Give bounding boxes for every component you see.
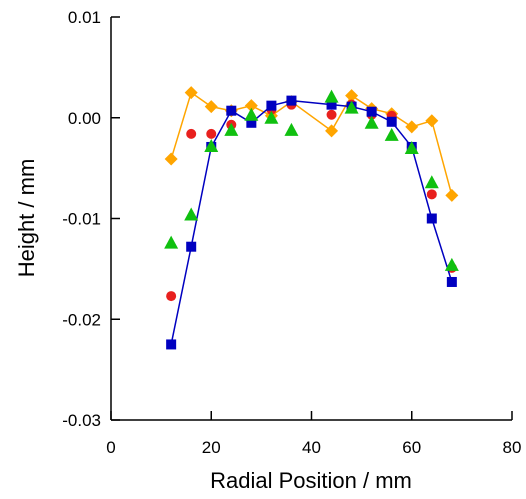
square-point (426, 213, 437, 224)
diamond-point (405, 120, 419, 134)
square-point (366, 106, 377, 117)
circle-point (166, 291, 177, 302)
axes (110, 17, 512, 421)
y-tick-label: -0.02 (62, 310, 101, 329)
square-point (266, 100, 277, 111)
y-tick-label: -0.01 (62, 210, 101, 229)
diamond-point (325, 124, 339, 138)
square-point (386, 116, 397, 127)
square-point (246, 117, 257, 128)
series-triangle (164, 89, 459, 271)
y-tick-label: -0.03 (62, 411, 101, 430)
circle-point (326, 109, 337, 120)
x-axis-title: Radial Position / mm (210, 468, 412, 493)
triangle-point (264, 110, 279, 124)
triangle-point (424, 175, 439, 189)
diamond-point (164, 152, 178, 166)
diamond-point (204, 100, 218, 114)
y-tick-label: 0.00 (68, 109, 101, 128)
triangle-point (284, 122, 299, 136)
triangle-point (344, 100, 359, 114)
triangle-point (164, 235, 179, 249)
diamond-point (184, 86, 198, 100)
x-tick-label: 0 (106, 438, 115, 457)
ticks: 0 20 40 60 80 -0.03 -0.02 -0.01 0.00 0.01 (62, 8, 521, 457)
x-tick-label: 60 (402, 438, 421, 457)
y-axis-title: Height / mm (14, 159, 39, 278)
triangle-point (364, 115, 379, 129)
square-point (226, 105, 237, 116)
diamond-point (345, 89, 359, 103)
diamond-point (445, 188, 459, 202)
square-point (446, 276, 457, 287)
triangle-point (204, 138, 219, 152)
circle-point (206, 128, 217, 139)
square-point (326, 99, 337, 110)
diamond-point (425, 114, 439, 128)
square-point (166, 339, 177, 350)
diamond-point (244, 99, 258, 113)
triangle-point (244, 107, 259, 121)
circle-point (426, 189, 437, 200)
x-tick-label: 20 (202, 438, 221, 457)
triangle-point (324, 89, 339, 103)
triangle-point (184, 207, 199, 221)
series-layer (164, 86, 459, 350)
triangle-point (384, 127, 399, 141)
triangle-point (404, 140, 419, 154)
y-tick-label: 0.01 (68, 8, 101, 27)
circle-point (186, 128, 197, 139)
triangle-point (444, 257, 459, 271)
x-tick-label: 80 (503, 438, 522, 457)
square-point (186, 241, 197, 252)
square-point (286, 95, 297, 106)
x-tick-label: 40 (302, 438, 321, 457)
triangle-point (224, 122, 239, 136)
